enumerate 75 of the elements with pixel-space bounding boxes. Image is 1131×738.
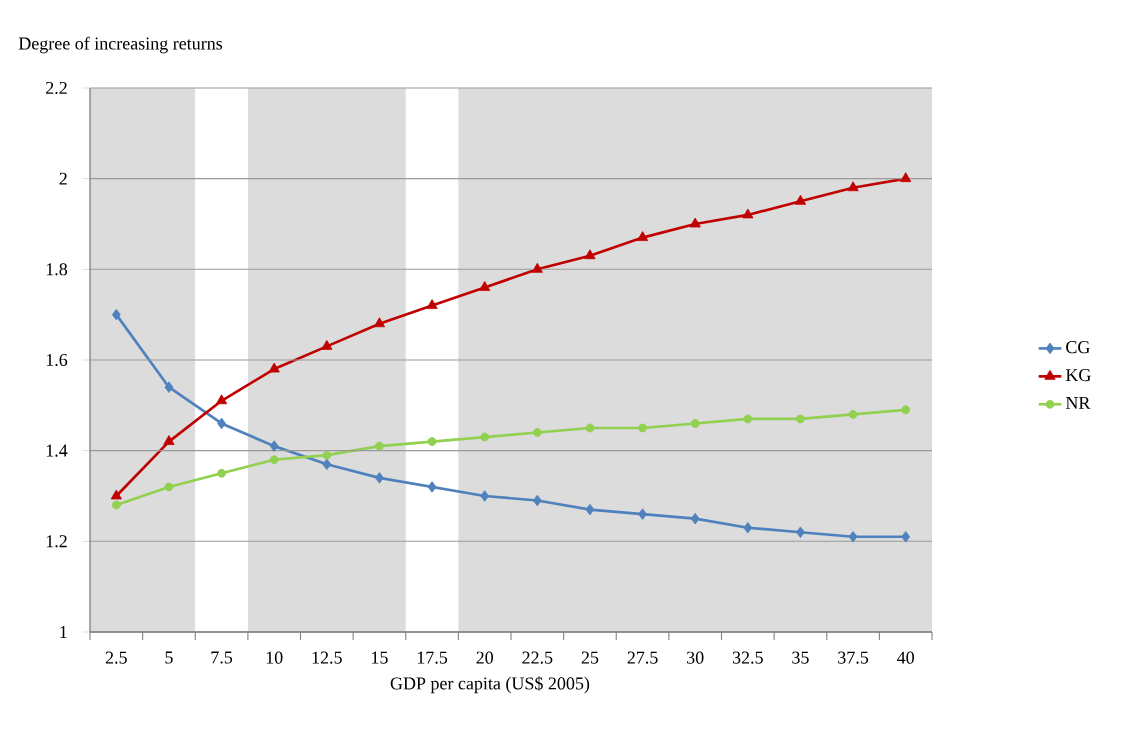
x-tick-label: 5 (165, 651, 173, 664)
point (322, 458, 332, 470)
point (900, 172, 912, 183)
x-tick-label: 15 (372, 651, 388, 664)
x-tick-label: 30 (687, 651, 704, 664)
point (110, 489, 122, 500)
point (636, 231, 649, 241)
point (111, 308, 121, 321)
point (796, 414, 805, 424)
point (690, 512, 700, 525)
point (690, 419, 700, 428)
point (321, 339, 333, 350)
point (480, 432, 490, 442)
legend-label: CG (1066, 341, 1090, 354)
point (796, 526, 805, 538)
point (848, 531, 858, 543)
point (163, 435, 175, 445)
point (164, 482, 174, 492)
point (847, 181, 859, 192)
point (532, 428, 542, 437)
x-tick-label: 37.5 (838, 651, 869, 664)
x-tick-label: 40 (897, 651, 915, 664)
point (585, 503, 595, 516)
point (479, 281, 491, 291)
x-tick-label: 7.5 (211, 651, 233, 664)
point (638, 423, 647, 433)
point (743, 521, 753, 534)
x-tick-label: 32.5 (732, 651, 763, 664)
point (901, 531, 911, 543)
x-tick-label: 27.5 (627, 651, 658, 664)
point (742, 208, 754, 219)
point (269, 455, 279, 465)
point (427, 481, 437, 493)
y-tick-label: 2.2 (46, 81, 67, 95)
point (689, 217, 701, 228)
point (585, 423, 595, 433)
x-tick-label: 10 (266, 651, 283, 664)
point (794, 194, 807, 205)
x-axis-title: GDP per capita (US$ 2005) (390, 676, 590, 694)
point (480, 490, 490, 502)
y-axis-title: Degree of increasing returns (18, 36, 223, 54)
point (531, 262, 543, 273)
point (638, 508, 647, 520)
x-tick-label: 20 (476, 651, 494, 664)
x-tick-label: 35 (792, 651, 809, 664)
point (584, 249, 596, 260)
legend-label: NR (1065, 397, 1091, 409)
point (217, 468, 226, 478)
point (111, 500, 121, 510)
point (743, 414, 753, 424)
x-tick-label: 2.5 (105, 651, 127, 664)
point (532, 494, 542, 507)
point (164, 381, 174, 393)
y-tick-label: 1.4 (46, 444, 68, 457)
x-tick-label: 12.5 (312, 651, 342, 664)
point (373, 317, 386, 328)
point (848, 409, 858, 419)
point (269, 440, 279, 452)
x-tick-label: 17.5 (417, 651, 448, 664)
point (215, 394, 228, 405)
point (268, 362, 280, 373)
y-tick-label: 2 (59, 172, 67, 185)
y-tick-label: 1.8 (46, 263, 68, 276)
y-tick-label: 1.6 (46, 353, 68, 367)
point (901, 405, 911, 415)
point (426, 299, 438, 309)
y-tick-label: 1 (60, 626, 67, 638)
x-tick-label: 25 (581, 651, 599, 664)
y-tick-label: 1.2 (46, 535, 67, 548)
point (375, 472, 384, 484)
legend-label: KG (1065, 369, 1091, 382)
point (427, 437, 437, 446)
point (322, 450, 332, 460)
point (375, 441, 384, 451)
x-tick-label: 22.5 (522, 651, 553, 664)
